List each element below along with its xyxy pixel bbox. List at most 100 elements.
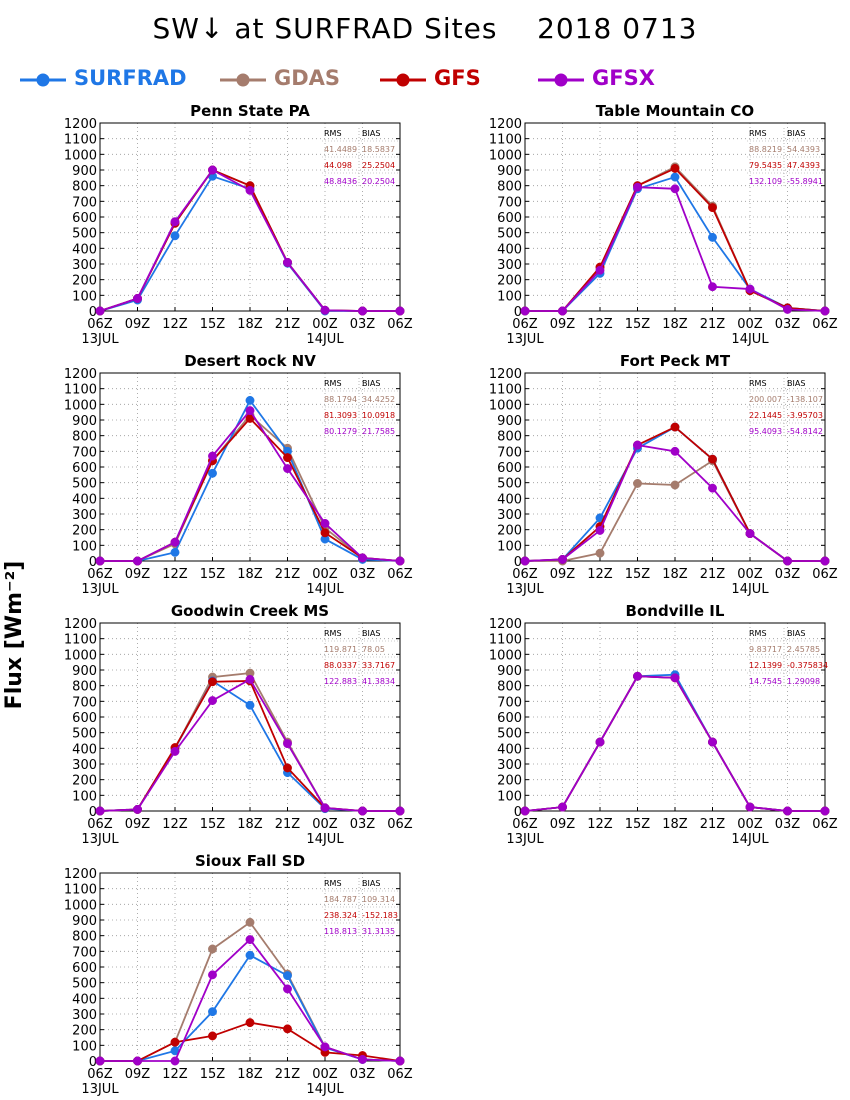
y-tick-label: 900: [72, 414, 97, 429]
stats-rms-gfs: 12.1399: [749, 661, 782, 670]
data-point-gfsx: [558, 306, 567, 316]
data-point-gfsx: [320, 518, 330, 528]
data-point-gfsx: [745, 529, 755, 539]
stats-header-bias: BIAS: [362, 629, 380, 638]
y-tick-label: 200: [497, 274, 522, 289]
stats-rms-gfs: 238.324: [324, 911, 357, 920]
data-point-surfrad: [245, 700, 255, 710]
y-tick-label: 1000: [64, 648, 97, 663]
data-point-gfsx: [670, 673, 680, 683]
panel-title: Penn State PA: [190, 102, 310, 120]
series-line-gfsx: [525, 186, 826, 312]
x-tick-label: 03Z: [775, 317, 801, 332]
y-tick-label: 300: [497, 758, 522, 773]
data-point-gdas: [245, 917, 255, 927]
stats-bias-gdas: 109.314: [362, 895, 395, 904]
data-point-gfsx: [783, 806, 792, 816]
stats-bias-gdas: -138.107: [787, 395, 823, 404]
y-tick-label: 700: [497, 195, 522, 210]
x-tick-label: 03Z: [775, 567, 801, 582]
y-tick-label: 500: [72, 477, 97, 492]
x-tick-label: 09Z: [550, 567, 576, 582]
x-date-label: 13JUL: [506, 832, 544, 847]
stats-bias-gfs: 33.7167: [362, 661, 395, 670]
y-tick-label: 1100: [489, 383, 522, 398]
y-tick-label: 900: [72, 914, 97, 929]
data-point-gfs: [208, 677, 217, 687]
x-tick-label: 09Z: [550, 817, 576, 832]
x-tick-label: 09Z: [125, 817, 151, 832]
x-tick-label: 18Z: [237, 317, 263, 332]
data-point-gfs: [670, 163, 680, 173]
x-tick-label: 06Z: [512, 567, 538, 582]
panel-fort-peck-mt: Fort Peck MT 0100200300400500600700800900…: [489, 352, 838, 597]
data-point-gfsx: [558, 554, 567, 564]
y-tick-label: 500: [72, 977, 97, 992]
data-point-gfsx: [95, 556, 105, 566]
y-tick-label: 1200: [64, 617, 97, 632]
stats-rms-gdas: 9.83717: [749, 645, 782, 654]
data-point-gfsx: [245, 406, 255, 416]
y-tick-label: 600: [72, 961, 97, 976]
x-tick-label: 06Z: [87, 317, 113, 332]
y-tick-label: 600: [497, 211, 522, 226]
data-point-gfs: [320, 528, 330, 538]
data-point-gfsx: [170, 217, 180, 227]
x-tick-label: 06Z: [87, 567, 113, 582]
x-tick-label: 12Z: [162, 317, 188, 332]
x-tick-label: 15Z: [200, 817, 226, 832]
data-point-surfrad: [208, 468, 217, 478]
data-point-gfsx: [745, 802, 755, 812]
y-tick-label: 100: [72, 289, 97, 304]
y-tick-label: 1000: [489, 648, 522, 663]
data-point-gfsx: [320, 803, 330, 813]
x-date-label: 13JUL: [81, 1082, 119, 1097]
data-point-gfsx: [783, 556, 792, 566]
stats-bias-gdas: 78.05: [362, 645, 385, 654]
data-point-gfsx: [245, 185, 255, 195]
x-tick-label: 03Z: [350, 1067, 376, 1082]
stats-header-bias: BIAS: [362, 129, 380, 138]
y-tick-label: 300: [72, 1008, 97, 1023]
y-tick-label: 400: [72, 242, 97, 257]
data-point-gfsx: [520, 556, 530, 566]
y-tick-label: 0: [89, 555, 97, 570]
y-tick-label: 100: [72, 1039, 97, 1054]
data-point-gfsx: [395, 556, 405, 566]
y-tick-label: 1200: [64, 367, 97, 382]
data-point-surfrad: [208, 1007, 217, 1017]
x-tick-label: 12Z: [587, 317, 613, 332]
data-point-gfsx: [283, 984, 292, 994]
data-point-gfs: [708, 203, 717, 213]
x-tick-label: 06Z: [512, 817, 538, 832]
stats-rms-gdas: 88.1794: [324, 395, 357, 404]
x-tick-label: 06Z: [387, 317, 413, 332]
y-tick-label: 300: [72, 508, 97, 523]
x-tick-label: 18Z: [237, 1067, 263, 1082]
x-tick-label: 21Z: [275, 317, 301, 332]
stats-rms-gfs: 88.0337: [324, 661, 357, 670]
y-tick-label: 700: [72, 195, 97, 210]
data-point-gfs: [283, 453, 292, 463]
data-point-gfsx: [95, 306, 105, 316]
data-point-gfsx: [708, 282, 717, 292]
x-tick-label: 18Z: [237, 567, 263, 582]
x-tick-label: 15Z: [625, 567, 651, 582]
y-tick-label: 900: [72, 664, 97, 679]
data-point-gfsx: [595, 737, 605, 747]
y-tick-label: 500: [72, 227, 97, 242]
data-point-surfrad: [170, 231, 180, 241]
panel-desert-rock-nv: Desert Rock NV 01002003004005006007008009…: [64, 352, 413, 597]
y-tick-label: 1100: [64, 633, 97, 648]
data-point-gfs: [245, 1018, 255, 1028]
data-point-surfrad: [245, 395, 255, 405]
data-point-gfs: [283, 763, 292, 773]
x-date-label: 13JUL: [81, 832, 119, 847]
legend-dot-surfrad: [36, 73, 50, 87]
stats-header-bias: BIAS: [362, 379, 380, 388]
data-point-gfsx: [245, 935, 255, 945]
y-tick-label: 400: [497, 492, 522, 507]
x-tick-label: 12Z: [162, 817, 188, 832]
stats-rms-gdas: 88.8219: [749, 145, 782, 154]
stats-header-rms: RMS: [324, 879, 342, 888]
